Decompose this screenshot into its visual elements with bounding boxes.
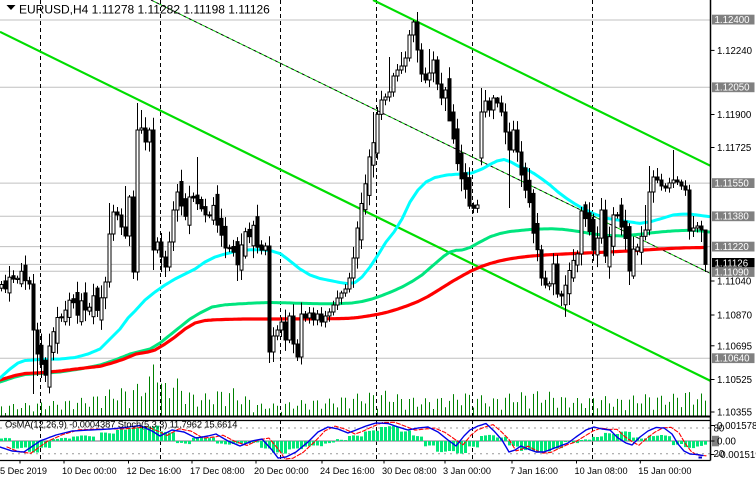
svg-text:20 Dec 00:00: 20 Dec 00:00 xyxy=(254,466,309,476)
svg-text:15 Jan 00:00: 15 Jan 00:00 xyxy=(638,466,691,476)
svg-text:80: 80 xyxy=(714,424,725,435)
svg-text:1.10640: 1.10640 xyxy=(715,354,751,365)
svg-text:1.10525: 1.10525 xyxy=(717,375,752,386)
svg-text:12 Dec 16:00: 12 Dec 16:00 xyxy=(127,466,182,476)
svg-text:0.001578: 0.001578 xyxy=(717,421,756,432)
svg-text:1.11040: 1.11040 xyxy=(717,277,752,288)
svg-text:20: 20 xyxy=(714,449,725,460)
svg-text:1.11220: 1.11220 xyxy=(715,242,750,253)
svg-text:1.10695: 1.10695 xyxy=(717,341,752,352)
svg-text:1.11090: 1.11090 xyxy=(715,267,750,278)
svg-text:1.12240: 1.12240 xyxy=(717,46,753,57)
svg-text:10 Dec 00:00: 10 Dec 00:00 xyxy=(62,466,117,476)
svg-text:1.12400: 1.12400 xyxy=(715,15,751,26)
svg-text:1.11126: 1.11126 xyxy=(715,258,749,269)
svg-text:1.11900: 1.11900 xyxy=(717,110,752,121)
svg-text:1.10355: 1.10355 xyxy=(717,408,752,419)
svg-text:OsMA(12,26,9) -0.0004387 Stoc: OsMA(12,26,9) -0.0004387 Stoch(5,3,3) 11… xyxy=(5,420,237,430)
svg-text:5 Dec 2019: 5 Dec 2019 xyxy=(0,466,47,476)
svg-text:7 Jan 16:00: 7 Jan 16:00 xyxy=(510,466,558,476)
svg-text:1.10870: 1.10870 xyxy=(717,311,753,322)
svg-text:24 Dec 16:00: 24 Dec 16:00 xyxy=(320,466,375,476)
svg-text:10 Jan 08:00: 10 Jan 08:00 xyxy=(575,466,628,476)
svg-text:30 Dec 08:00: 30 Dec 08:00 xyxy=(382,466,437,476)
svg-text:3 Jan 00:00: 3 Jan 00:00 xyxy=(443,466,491,476)
svg-text:-0.001519: -0.001519 xyxy=(717,450,756,461)
svg-text:1.11725: 1.11725 xyxy=(717,143,751,154)
svg-text:1.11550: 1.11550 xyxy=(715,179,750,190)
svg-text:1.11380: 1.11380 xyxy=(715,212,750,223)
svg-text:1.12050: 1.12050 xyxy=(715,83,751,94)
svg-text:0.00: 0.00 xyxy=(717,437,736,448)
svg-text:17 Dec 08:00: 17 Dec 08:00 xyxy=(190,466,245,476)
svg-text:EURUSD,H4 1.11278 1.11282 1.1: EURUSD,H4 1.11278 1.11282 1.11198 1.1112… xyxy=(19,3,270,17)
